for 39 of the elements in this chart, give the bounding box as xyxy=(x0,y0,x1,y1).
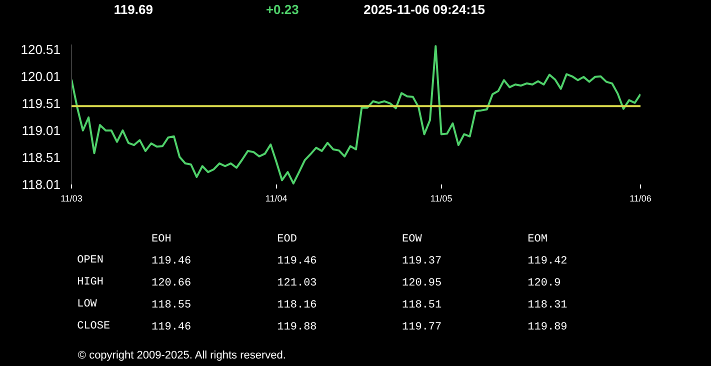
y-tick-label: HIGH xyxy=(77,276,104,288)
x-tick-label: EOM xyxy=(528,234,548,246)
y-tick-label: 119.51 xyxy=(22,96,60,111)
x-tick-label: 11/06 xyxy=(630,194,652,204)
data-label: 119.88 xyxy=(277,322,317,334)
x-tick-label: EOH xyxy=(152,234,172,246)
line-series xyxy=(72,45,640,184)
x-tick-label: EOD xyxy=(277,234,298,246)
data-label: 119.37 xyxy=(402,256,442,268)
data-label: 120.95 xyxy=(402,278,442,290)
data-label: 118.16 xyxy=(277,300,317,312)
x-tick-label: 11/05 xyxy=(430,194,452,204)
data-label: 119.77 xyxy=(402,322,442,334)
text: 2025-11-06 09:24:15 xyxy=(364,2,486,17)
y-tick-label: 118.51 xyxy=(22,150,60,165)
x-tick-label: 11/03 xyxy=(60,194,82,204)
y-tick-label: CLOSE xyxy=(77,320,111,332)
data-label: 121.03 xyxy=(277,278,317,290)
data-label: 119.46 xyxy=(152,256,192,268)
data-label: 120.9 xyxy=(528,278,561,290)
text: +0.23 xyxy=(266,2,299,17)
data-label: 120.66 xyxy=(152,278,192,290)
y-tick-label: 119.01 xyxy=(22,122,60,138)
x-tick-label: 11/04 xyxy=(265,194,288,204)
text: 119.69 xyxy=(114,2,153,17)
y-tick-label: 118.01 xyxy=(22,177,60,192)
y-tick-label: LOW xyxy=(77,298,98,310)
y-tick-label: 120.51 xyxy=(20,42,61,57)
data-label: 118.31 xyxy=(528,300,568,312)
data-label: 118.55 xyxy=(152,300,192,312)
data-label: 119.89 xyxy=(528,322,568,334)
data-label: 119.46 xyxy=(277,256,317,268)
data-label: 119.46 xyxy=(152,322,192,334)
text: © copyright 2009-2025. All rights reserved. xyxy=(78,350,286,362)
data-label: 118.51 xyxy=(402,300,442,312)
y-tick-label: 120.01 xyxy=(20,68,61,84)
x-tick-label: EOW xyxy=(402,234,422,246)
y-tick-label: OPEN xyxy=(77,254,104,266)
data-label: 119.42 xyxy=(528,256,568,268)
